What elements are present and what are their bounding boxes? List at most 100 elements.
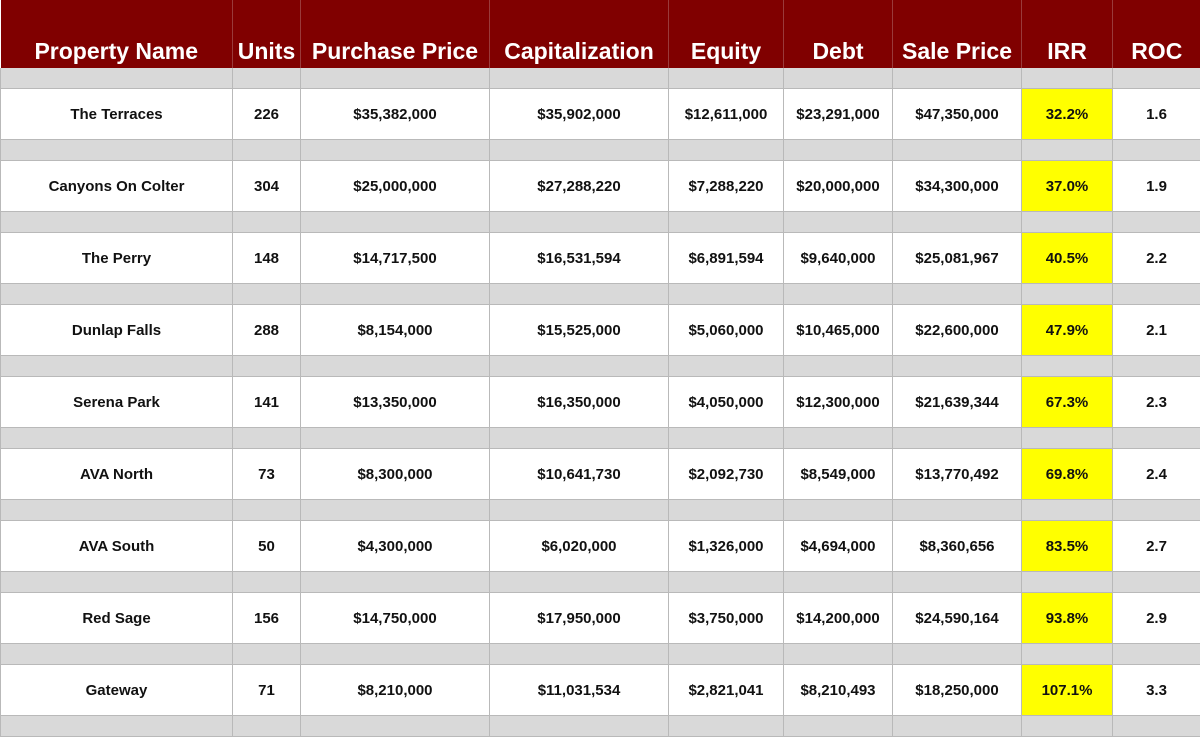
spacer-cell (1112, 283, 1200, 305)
spacer-cell (892, 643, 1022, 665)
cell-capitalization: $6,020,000 (489, 520, 669, 572)
spacer-cell (300, 427, 490, 449)
table-row: Dunlap Falls 288 $8,154,000 $15,525,000 $5,0… (0, 304, 1200, 356)
cell-roc: 2.3 (1112, 376, 1200, 428)
cell-equity: $2,092,730 (668, 448, 784, 500)
cell-debt: $12,300,000 (783, 376, 893, 428)
spacer-cell (489, 571, 669, 593)
spacer-cell (1021, 643, 1113, 665)
cell-debt: $14,200,000 (783, 592, 893, 644)
cell-sale-price: $13,770,492 (892, 448, 1022, 500)
spacer-row (0, 427, 1200, 449)
spacer-cell (668, 211, 784, 233)
spacer-cell (489, 283, 669, 305)
spacer-cell (1021, 211, 1113, 233)
spacer-cell (783, 68, 893, 89)
cell-property-name: Dunlap Falls (0, 304, 233, 356)
spacer-cell (1112, 139, 1200, 161)
spacer-cell (0, 283, 233, 305)
cell-property-name: The Perry (0, 232, 233, 284)
cell-capitalization: $15,525,000 (489, 304, 669, 356)
cell-roc: 2.4 (1112, 448, 1200, 500)
spacer-cell (892, 211, 1022, 233)
spacer-cell (489, 715, 669, 737)
spacer-cell (668, 643, 784, 665)
spacer-row (0, 283, 1200, 305)
cell-sale-price: $47,350,000 (892, 88, 1022, 140)
cell-equity: $5,060,000 (668, 304, 784, 356)
table-row: AVA South 50 $4,300,000 $6,020,000 $1,326,00… (0, 520, 1200, 572)
spacer-cell (783, 427, 893, 449)
cell-purchase-price: $14,717,500 (300, 232, 490, 284)
spacer-cell (892, 427, 1022, 449)
spacer-cell (232, 571, 301, 593)
spacer-cell (300, 355, 490, 377)
spacer-row (0, 571, 1200, 593)
spacer-cell (489, 68, 669, 89)
cell-purchase-price: $8,154,000 (300, 304, 490, 356)
cell-roc: 1.6 (1112, 88, 1200, 140)
cell-purchase-price: $35,382,000 (300, 88, 490, 140)
cell-purchase-price: $14,750,000 (300, 592, 490, 644)
spacer-cell (1112, 355, 1200, 377)
cell-debt: $9,640,000 (783, 232, 893, 284)
spacer-cell (0, 68, 233, 89)
spacer-cell (668, 715, 784, 737)
spacer-cell (0, 715, 233, 737)
header-purchase-price: Purchase Price (300, 0, 490, 68)
cell-units: 288 (232, 304, 301, 356)
cell-debt: $10,465,000 (783, 304, 893, 356)
spacer-cell (300, 643, 490, 665)
cell-debt: $8,210,493 (783, 664, 893, 716)
cell-irr: 37.0% (1021, 160, 1113, 212)
spacer-cell (300, 283, 490, 305)
cell-equity: $2,821,041 (668, 664, 784, 716)
cell-property-name: AVA North (0, 448, 233, 500)
spacer-cell (489, 139, 669, 161)
spacer-cell (232, 643, 301, 665)
cell-roc: 2.2 (1112, 232, 1200, 284)
spacer-cell (489, 643, 669, 665)
cell-capitalization: $17,950,000 (489, 592, 669, 644)
cell-capitalization: $16,350,000 (489, 376, 669, 428)
spacer-cell (489, 499, 669, 521)
cell-property-name: Gateway (0, 664, 233, 716)
spacer-cell (1021, 68, 1113, 89)
spacer-cell (1021, 715, 1113, 737)
cell-units: 50 (232, 520, 301, 572)
spacer-cell (783, 715, 893, 737)
spacer-cell (892, 355, 1022, 377)
cell-units: 304 (232, 160, 301, 212)
spacer-cell (783, 139, 893, 161)
cell-purchase-price: $13,350,000 (300, 376, 490, 428)
cell-purchase-price: $8,300,000 (300, 448, 490, 500)
spacer-cell (1021, 499, 1113, 521)
spacer-cell (300, 571, 490, 593)
header-capitalization: Capitalization (489, 0, 669, 68)
cell-irr: 107.1% (1021, 664, 1113, 716)
spacer-cell (0, 571, 233, 593)
cell-units: 226 (232, 88, 301, 140)
cell-irr: 67.3% (1021, 376, 1113, 428)
spacer-cell (1112, 68, 1200, 89)
header-debt: Debt (783, 0, 893, 68)
spacer-cell (232, 355, 301, 377)
spacer-cell (892, 571, 1022, 593)
spacer-cell (0, 499, 233, 521)
header-roc: ROC (1112, 0, 1200, 68)
spacer-cell (1021, 355, 1113, 377)
table-row: The Terraces 226 $35,382,000 $35,902,000 $12… (0, 88, 1200, 140)
cell-irr: 69.8% (1021, 448, 1113, 500)
table-body: The Terraces 226 $35,382,000 $35,902,000 $12… (0, 68, 1200, 737)
header-property-name: Property Name (0, 0, 233, 68)
cell-irr: 93.8% (1021, 592, 1113, 644)
cell-equity: $7,288,220 (668, 160, 784, 212)
cell-sale-price: $34,300,000 (892, 160, 1022, 212)
spacer-cell (0, 139, 233, 161)
table-row: AVA North 73 $8,300,000 $10,641,730 $2,092,7… (0, 448, 1200, 500)
cell-debt: $20,000,000 (783, 160, 893, 212)
spacer-cell (1112, 571, 1200, 593)
cell-property-name: Red Sage (0, 592, 233, 644)
cell-capitalization: $16,531,594 (489, 232, 669, 284)
